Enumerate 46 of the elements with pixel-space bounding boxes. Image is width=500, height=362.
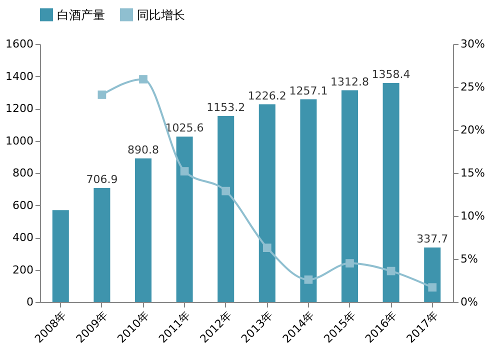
y2-tick-label: 10% xyxy=(460,210,485,222)
y-tick-label: 1400 xyxy=(6,70,34,83)
y2-tick-label: 30% xyxy=(460,38,485,50)
data-label: 337.7 xyxy=(416,232,448,246)
bar xyxy=(94,188,110,302)
y2-tick-label: 25% xyxy=(460,80,485,94)
y-tick-label: 1600 xyxy=(6,38,34,50)
point xyxy=(139,75,148,84)
bar xyxy=(341,90,358,302)
point xyxy=(180,167,189,176)
y-tick-label: 400 xyxy=(12,231,34,244)
y-tick-label: 800 xyxy=(12,166,34,180)
bar xyxy=(382,82,400,302)
point xyxy=(222,186,230,196)
data-label: 706.9 xyxy=(86,173,118,186)
point xyxy=(304,275,313,284)
legend-label: 同比增长 xyxy=(137,8,185,22)
y-tick-label: 0 xyxy=(26,296,34,308)
data-label: 1226.2 xyxy=(248,89,286,102)
data-label: 1312.8 xyxy=(330,75,369,88)
data-label: 890.8 xyxy=(128,143,159,156)
bar xyxy=(218,116,234,302)
bar xyxy=(52,210,69,302)
point xyxy=(428,283,437,292)
bar xyxy=(300,99,317,302)
point xyxy=(262,244,272,252)
y-tick-label: 600 xyxy=(12,198,34,212)
y2-tick-label: 0% xyxy=(460,296,478,308)
y2-tick-label: 20% xyxy=(460,124,485,136)
y-tick-label: 200 xyxy=(12,263,34,276)
bar xyxy=(258,104,276,302)
data-label: 1358.4 xyxy=(372,68,410,81)
y2-tick-label: 15% xyxy=(460,166,485,180)
data-label: 1153.2 xyxy=(206,101,246,114)
point xyxy=(346,259,354,268)
y-tick-label: 1000 xyxy=(6,134,34,148)
point xyxy=(98,90,106,99)
data-label: 1025.6 xyxy=(165,122,204,135)
bar xyxy=(176,136,193,302)
data-label: 1257.1 xyxy=(289,84,328,98)
bar xyxy=(134,158,152,302)
point xyxy=(386,266,396,276)
y2-tick-label: 5% xyxy=(460,252,478,266)
bar xyxy=(424,248,441,302)
legend-label: 白酒产量 xyxy=(57,8,105,22)
y-tick-label: 1200 xyxy=(6,102,34,115)
